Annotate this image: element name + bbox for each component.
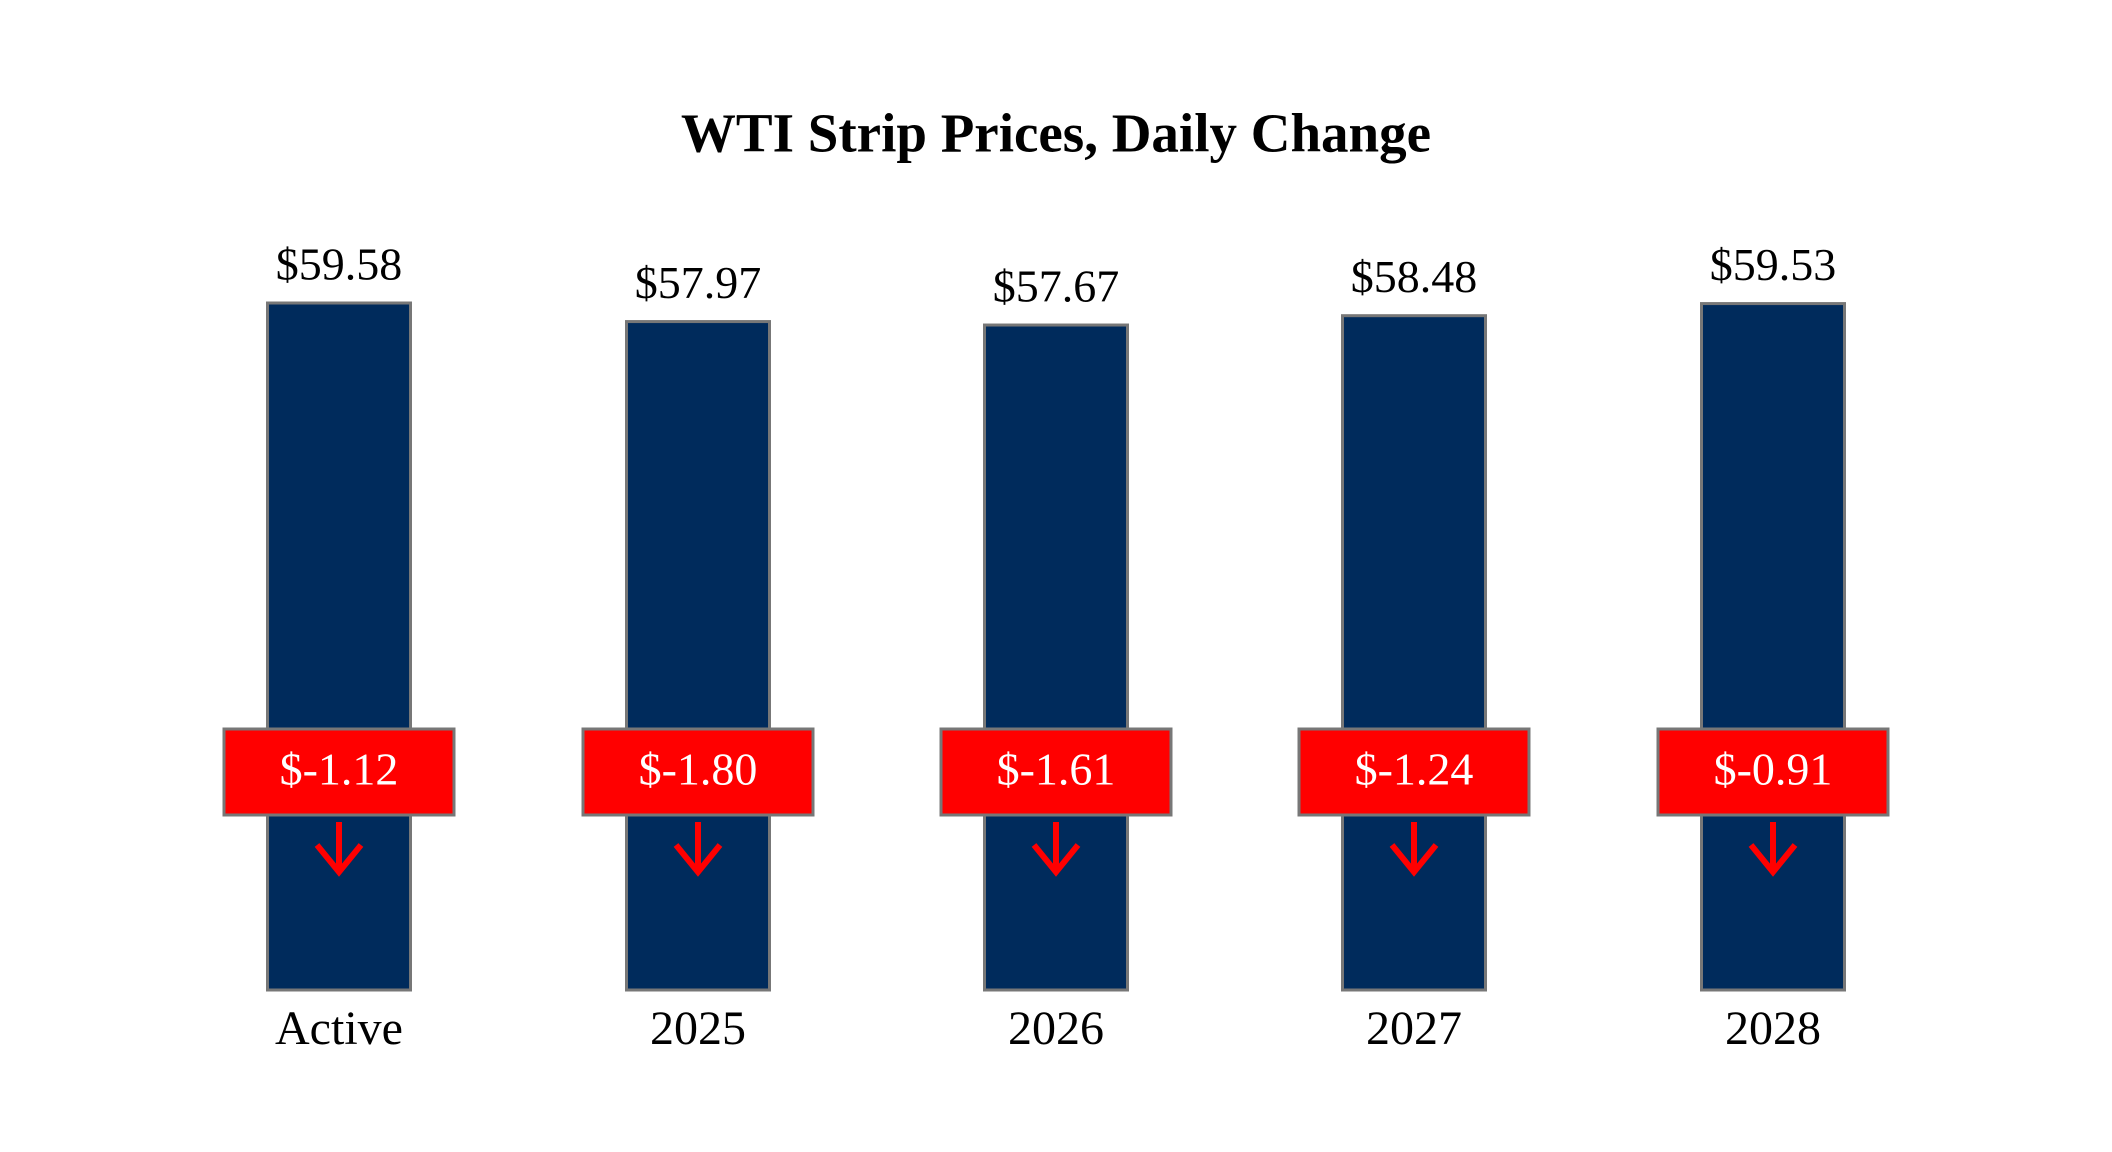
change-arrow (314, 822, 364, 877)
value-label: $59.58 (276, 239, 403, 290)
change-arrow (673, 822, 723, 877)
bar (983, 323, 1129, 992)
change-box (1297, 727, 1531, 817)
value-label: $59.53 (1710, 239, 1837, 290)
chart-title: WTI Strip Prices, Daily Change (681, 103, 1431, 164)
bar (1341, 314, 1487, 992)
value-label: $57.97 (635, 257, 762, 308)
change-arrow (1748, 822, 1798, 877)
change-arrow (1389, 822, 1439, 877)
x-tick-label: 2027 (1366, 1002, 1462, 1055)
change-box (581, 727, 815, 817)
bar (266, 301, 412, 992)
x-tick-label: 2028 (1725, 1002, 1821, 1055)
value-label: $58.48 (1351, 251, 1478, 302)
bar (1700, 302, 1846, 992)
change-box (1656, 727, 1890, 817)
x-tick-label: Active (275, 1002, 403, 1055)
change-label: $-0.91 (1714, 744, 1833, 795)
change-box (939, 727, 1173, 817)
value-label: $57.67 (993, 261, 1120, 312)
change-label: $-1.24 (1355, 744, 1474, 795)
change-label: $-1.12 (280, 744, 399, 795)
change-label: $-1.61 (997, 744, 1116, 795)
change-box (222, 727, 456, 817)
change-arrow (1031, 822, 1081, 877)
change-label: $-1.80 (639, 744, 758, 795)
bar (625, 320, 771, 992)
x-tick-label: 2025 (650, 1002, 746, 1055)
x-tick-label: 2026 (1008, 1002, 1104, 1055)
